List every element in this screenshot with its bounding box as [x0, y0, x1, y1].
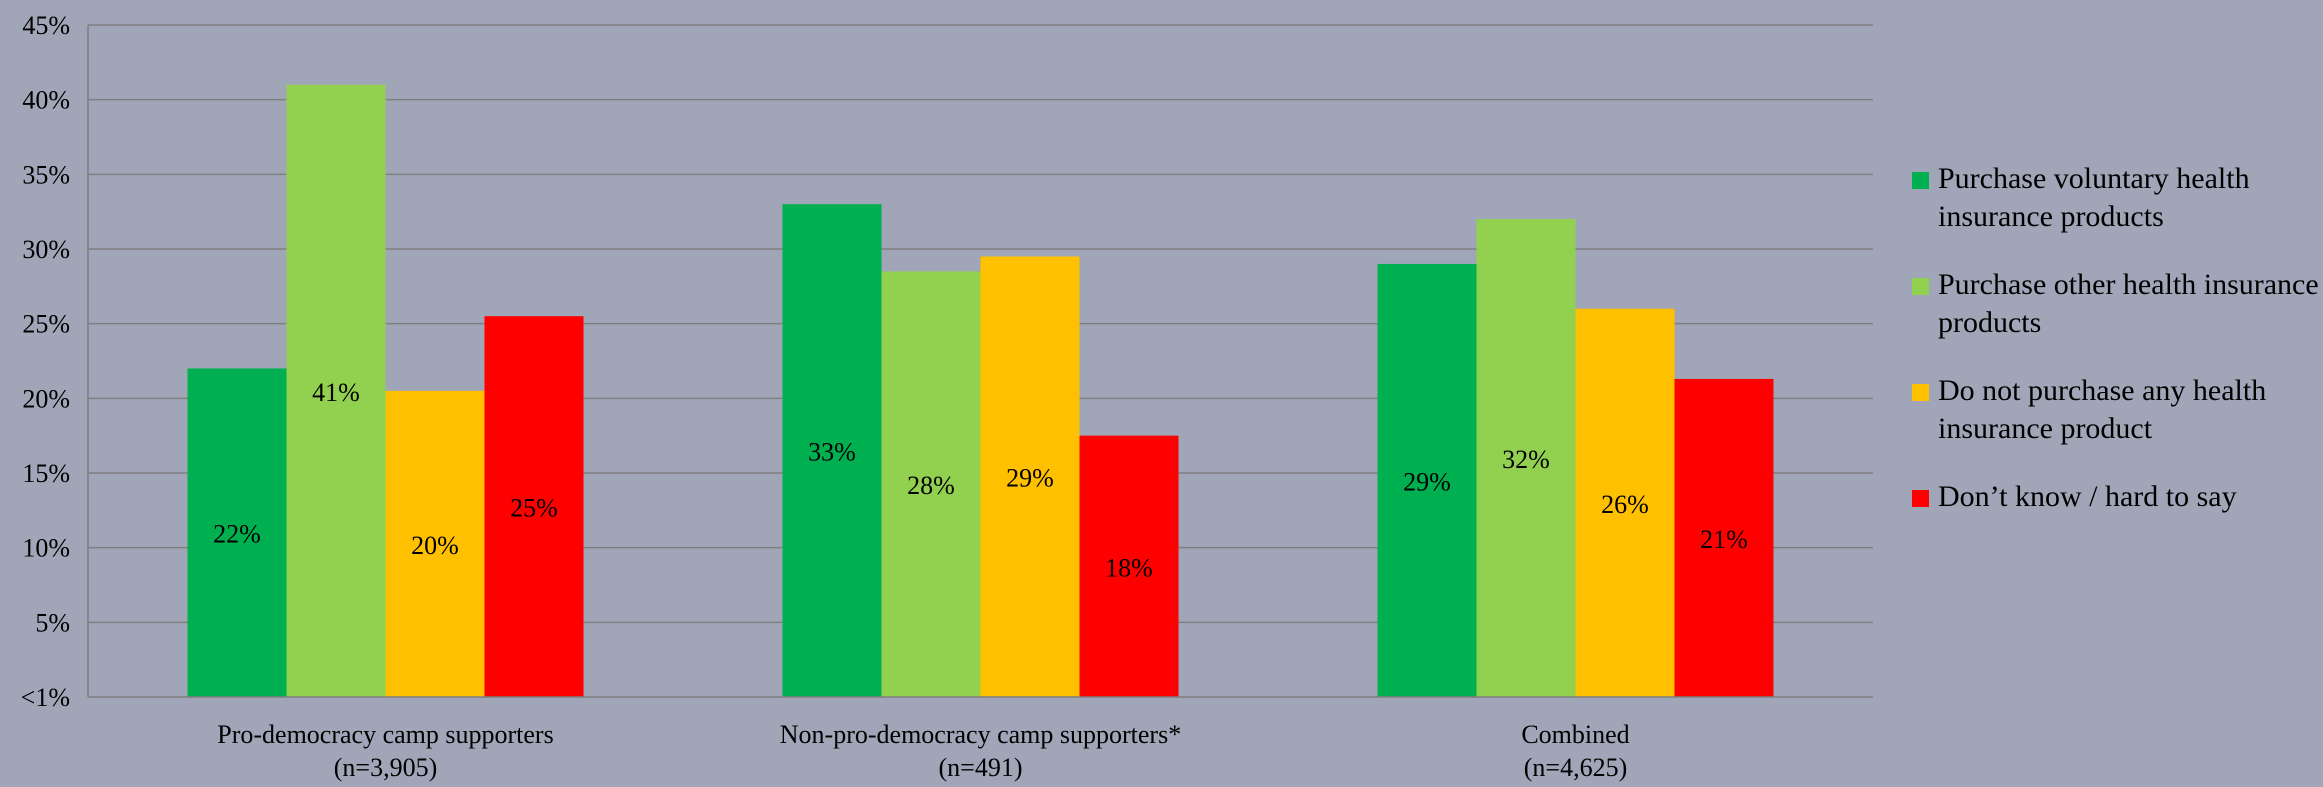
axes: <1% 5% 10% 15% 20% 25% 30% 35% 40% 45% Pro-democra…	[21, 11, 1873, 782]
y-tick-label: 25%	[22, 310, 70, 339]
bars	[187, 84, 1774, 697]
bar	[1674, 378, 1774, 697]
bar	[980, 256, 1080, 697]
bar	[1377, 263, 1477, 697]
legend-label-voluntary: Purchase voluntary health insurance prod…	[1938, 162, 2250, 233]
data-label: 28%	[907, 471, 955, 500]
bar	[1575, 308, 1675, 697]
data-label: 33%	[808, 438, 856, 467]
bar	[881, 271, 981, 697]
legend: Purchase voluntary health insurance prod…	[1912, 160, 2323, 546]
x-tick-label: (n=3,905)	[334, 753, 437, 782]
legend-swatch-other	[1912, 278, 1929, 295]
x-tick-label: (n=491)	[939, 753, 1023, 782]
data-label: 29%	[1006, 464, 1054, 493]
x-tick-label: Non-pro-democracy camp supporters*	[780, 720, 1181, 749]
legend-item-dont-know: Don’t know / hard to say	[1912, 478, 2323, 516]
y-tick-label: 10%	[22, 534, 70, 563]
legend-label-dont-know: Don’t know / hard to say	[1938, 480, 2237, 513]
bar	[484, 316, 584, 697]
y-tick-label: 15%	[22, 459, 70, 488]
data-label: 32%	[1502, 445, 1550, 474]
data-label: 41%	[312, 378, 360, 407]
legend-item-voluntary: Purchase voluntary health insurance prod…	[1912, 160, 2323, 236]
legend-item-none: Do not purchase any health insurance pro…	[1912, 372, 2323, 448]
y-tick-label: 5%	[35, 608, 70, 637]
data-label: 22%	[213, 520, 261, 549]
bar	[1079, 435, 1179, 697]
bar	[286, 84, 386, 697]
y-tick-label: 30%	[22, 235, 70, 264]
data-label: 20%	[411, 531, 459, 560]
data-labels: 22% 41% 20% 25% 33% 28% 29% 18% 29% 32% 26% 21%	[213, 378, 1748, 582]
legend-label-other: Purchase other health insurance products	[1938, 268, 2319, 339]
bar	[385, 390, 485, 697]
legend-swatch-voluntary	[1912, 172, 1929, 189]
x-tick-label: Combined	[1521, 720, 1629, 749]
y-tick-label: 45%	[22, 11, 70, 40]
legend-item-other: Purchase other health insurance products	[1912, 266, 2323, 342]
data-label: 21%	[1700, 525, 1748, 554]
x-tick-label: Pro-democracy camp supporters	[217, 720, 553, 749]
data-label: 29%	[1403, 467, 1451, 496]
bar	[1476, 219, 1576, 697]
y-tick-label: 20%	[22, 384, 70, 413]
data-label: 26%	[1601, 490, 1649, 519]
bar	[187, 368, 287, 697]
data-label: 18%	[1105, 553, 1153, 582]
x-tick-label: (n=4,625)	[1524, 753, 1627, 782]
legend-swatch-dont-know	[1912, 490, 1929, 507]
bar	[782, 204, 882, 697]
legend-swatch-none	[1912, 384, 1929, 401]
legend-label-none: Do not purchase any health insurance pro…	[1938, 374, 2267, 445]
y-tick-label: 35%	[22, 160, 70, 189]
data-label: 25%	[510, 494, 558, 523]
y-tick-label: 40%	[22, 86, 70, 115]
y-tick-label: <1%	[21, 683, 70, 712]
